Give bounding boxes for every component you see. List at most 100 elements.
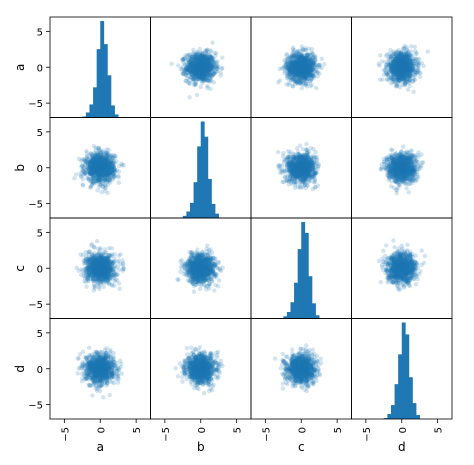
scatter-point xyxy=(180,56,185,62)
scatter-point xyxy=(400,60,405,65)
scatter-point xyxy=(300,67,305,72)
scatter-point xyxy=(396,70,401,76)
scatter-point xyxy=(400,74,406,79)
scatter-point xyxy=(300,173,306,178)
scatter-point xyxy=(297,65,303,71)
scatter-point xyxy=(102,163,107,169)
scatter-point xyxy=(306,68,311,73)
scatter-point xyxy=(205,68,210,73)
scatter-point xyxy=(393,69,399,74)
scatter-point xyxy=(187,64,193,69)
scatter-point xyxy=(390,69,395,75)
scatter-point xyxy=(109,168,114,173)
scatter-point xyxy=(290,58,295,63)
scatter-point xyxy=(86,176,91,182)
scatter-point xyxy=(90,166,95,172)
scatter-point xyxy=(89,168,95,173)
scatter-point xyxy=(311,69,317,74)
scatter-point xyxy=(90,161,96,167)
scatter-point xyxy=(410,67,416,73)
scatter-point xyxy=(109,156,115,162)
scatter-point xyxy=(184,71,189,76)
scatter-point xyxy=(203,78,208,84)
scatter-point xyxy=(295,60,301,66)
scatter-point xyxy=(97,163,102,169)
scatter-point xyxy=(397,75,402,80)
scatter-point xyxy=(291,78,296,84)
scatter-point xyxy=(397,64,402,69)
scatter-point xyxy=(206,72,211,77)
scatter-point xyxy=(402,78,407,83)
scatter-point xyxy=(309,66,315,71)
scatter-point xyxy=(303,46,308,51)
scatter-point xyxy=(101,172,107,178)
scatter-point xyxy=(101,162,106,168)
scatter-point xyxy=(290,77,295,82)
scatter-point xyxy=(305,70,311,76)
scatter-point xyxy=(299,163,305,168)
scatter-point xyxy=(102,159,107,164)
scatter-point xyxy=(305,163,310,168)
scatter-point xyxy=(301,75,306,81)
scatter-point xyxy=(112,161,117,166)
scatter-point xyxy=(103,162,109,167)
scatter-point xyxy=(189,69,194,75)
scatter-point xyxy=(400,61,405,66)
scatter-point xyxy=(189,75,194,80)
scatter-point xyxy=(310,60,316,66)
scatter-point xyxy=(200,63,206,68)
scatter-point xyxy=(298,51,304,57)
scatter-point xyxy=(303,65,308,71)
scatter-point xyxy=(285,62,291,67)
scatter-point xyxy=(286,178,291,183)
scatter-point xyxy=(309,70,314,76)
scatter-point xyxy=(383,71,389,76)
scatter-point xyxy=(102,174,108,179)
scatter-point xyxy=(104,154,109,159)
scatter-point xyxy=(202,68,208,74)
scatter-point xyxy=(185,66,191,72)
scatter-point xyxy=(108,161,113,166)
scatter-point xyxy=(92,153,97,158)
scatter-point xyxy=(195,65,200,71)
scatter-point xyxy=(411,58,417,63)
scatter-point xyxy=(91,155,97,161)
scatter-point xyxy=(403,67,408,72)
scatter-point xyxy=(99,155,105,160)
scatter-point xyxy=(101,158,106,163)
scatter-point xyxy=(98,171,103,176)
scatter-point xyxy=(297,69,302,75)
scatter-point xyxy=(408,63,414,68)
scatter-point xyxy=(191,55,196,60)
scatter-point xyxy=(110,159,116,165)
scatter-point xyxy=(314,70,319,75)
scatter-point xyxy=(301,78,307,83)
scatter-point xyxy=(95,166,100,171)
scatter-point xyxy=(300,65,305,70)
scatter-point xyxy=(183,62,188,68)
scatter-point xyxy=(388,64,393,70)
scatter-point xyxy=(89,159,94,164)
scatter-point xyxy=(291,66,297,71)
scatter-point xyxy=(204,54,209,59)
scatter-point xyxy=(411,61,416,66)
scatter-point xyxy=(299,165,304,170)
scatter-point xyxy=(193,65,198,71)
scatter-point xyxy=(307,64,312,70)
scatter-point xyxy=(99,171,104,177)
scatter-point xyxy=(114,168,120,173)
scatter-point xyxy=(205,57,211,63)
scatter-point xyxy=(108,158,113,163)
scatter-point xyxy=(207,65,212,71)
scatter-point xyxy=(93,166,98,171)
scatter-point xyxy=(297,79,302,85)
scatter-point xyxy=(295,72,300,78)
scatter-point xyxy=(295,69,301,74)
scatter-point xyxy=(398,55,403,60)
scatter-point xyxy=(214,66,219,72)
scatter-point xyxy=(198,72,203,78)
scatter-point xyxy=(91,155,96,160)
scatter-point xyxy=(386,56,392,61)
scatter-point xyxy=(304,161,309,167)
scatter-point xyxy=(296,61,302,66)
